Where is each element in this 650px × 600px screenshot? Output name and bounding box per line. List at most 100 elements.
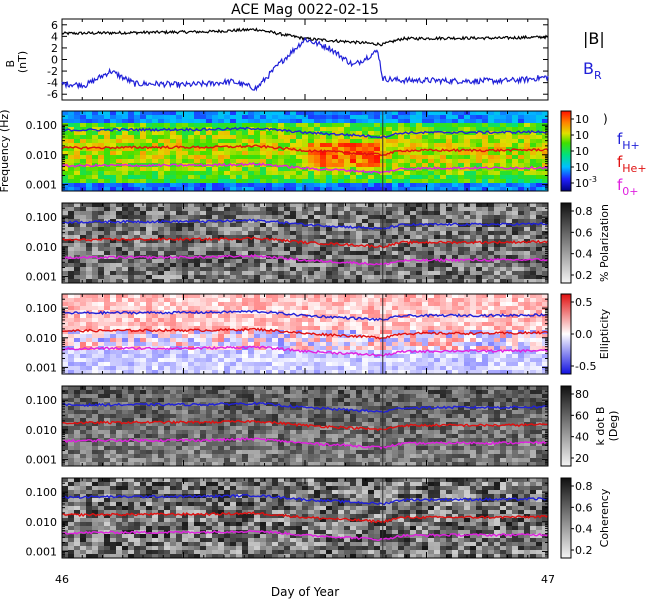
colorbar-paren: ) xyxy=(603,112,608,126)
colorbar-polarization: 0.2 0.4 0.6 0.8 % Polarization xyxy=(560,202,611,284)
panel-ellipticity: 0.001 0.010 0.100 -0.5 0.0 0.5 Ellipticity xyxy=(26,293,611,375)
gyro-line-He-plus xyxy=(61,144,549,157)
panel-k-dot-b: 0.001 0.010 0.100 20 40 60 80 k dot B (Deg) xyxy=(26,385,620,467)
gyro-line-H-plus xyxy=(61,309,549,322)
b-y-tick-label: -4 xyxy=(47,77,58,90)
colorbar-tick-label: 60 xyxy=(575,409,589,422)
b-y-tick: -6 xyxy=(47,88,548,101)
frequency-y-axis: 0.001 0.010 0.100 xyxy=(26,294,549,375)
colorbar-tick-label: 80 xyxy=(575,388,589,401)
colorbar-gradient xyxy=(560,385,572,467)
chart-title: ACE Mag 0022-02-15 xyxy=(231,2,379,18)
colorbar-tick-label: 10 xyxy=(575,129,589,142)
panel-polarization: 0.001 0.010 0.100 0.2 0.4 0.6 0.8 % Polarizatio… xyxy=(26,202,611,284)
colorbar-label: k dot B xyxy=(594,407,607,446)
colorbar-tick-label: 0.2 xyxy=(575,269,593,282)
gyro-line-O-plus xyxy=(61,253,549,266)
colorbar-tick-label: 10 xyxy=(575,113,589,126)
colorbar-tick-label: 10 xyxy=(575,145,589,158)
y-tick-label: 0.100 xyxy=(26,394,58,407)
heatmap-cells xyxy=(62,203,549,284)
b-y-tick: -2 xyxy=(47,65,548,78)
gyro-legend: fH+ fHe+ f0+ xyxy=(617,130,647,198)
b-y-axis-label: B (nT) xyxy=(4,51,29,73)
colorbar-tick-label: 40 xyxy=(575,431,589,444)
colorbar-label: % Polarization xyxy=(598,204,611,282)
colorbar-tick-label: 0.6 xyxy=(575,501,593,514)
colorbar-label-2: (Deg) xyxy=(607,411,620,442)
gyro-line-H-plus xyxy=(61,493,549,506)
gyro-line-O-plus xyxy=(61,437,549,450)
colorbar-gradient xyxy=(560,477,572,559)
frequency-y-axis: 0.001 0.010 0.100 xyxy=(26,478,549,559)
colorbar-gradient xyxy=(560,293,572,375)
colorbar-k-dot-b: 20 40 60 80 k dot B (Deg) xyxy=(560,385,620,467)
gyro-line-He-plus xyxy=(61,236,549,249)
colorbar-gradient xyxy=(560,110,572,192)
colorbar-label: Coherency xyxy=(598,488,611,547)
y-tick-label: 0.001 xyxy=(26,361,58,374)
b-y-tick-label: -6 xyxy=(47,88,58,101)
gyro-line-He-plus xyxy=(61,511,549,524)
colorbar-tick-label: 0.4 xyxy=(575,523,593,536)
colorbar-tick-label: 0.0 xyxy=(575,328,593,341)
y-tick-label: 0.100 xyxy=(26,211,58,224)
gyro-line-He-plus xyxy=(61,419,549,432)
legend-fhe: fHe+ xyxy=(617,153,647,175)
y-tick-label: 0.010 xyxy=(26,241,58,254)
x-tick-label-47: 47 xyxy=(541,573,555,586)
gyro-line-O-plus xyxy=(61,162,549,175)
legend-fo: f0+ xyxy=(617,176,639,198)
y-tick-label: 0.100 xyxy=(26,302,58,315)
gyro-line-H-plus xyxy=(61,126,548,139)
y-tick-label: 0.001 xyxy=(26,178,58,191)
x-axis-label: Day of Year xyxy=(271,585,339,599)
b-y-tick-label: -2 xyxy=(47,65,58,78)
legend-b-magnitude: |B| xyxy=(583,29,605,48)
colorbar-tick-label: 0.5 xyxy=(575,296,593,309)
colorbar-tick-label: 0.8 xyxy=(575,205,593,218)
colorbar-tick-label: 0.8 xyxy=(575,480,593,493)
legend-fh: fH+ xyxy=(617,130,640,152)
colorbar-tick-label: 0.4 xyxy=(575,248,593,261)
panel-coherency: 0.001 0.010 0.100 0.2 0.4 0.6 0.8 Coherency xyxy=(26,477,611,559)
y-tick-label: 0.010 xyxy=(26,332,58,345)
frequency-y-axis: 0.001 0.010 0.100 xyxy=(26,111,549,192)
b-y-tick-label: 0 xyxy=(51,54,58,67)
colorbar-tick-label: -0.5 xyxy=(575,360,596,373)
b-y-tick: 0 xyxy=(51,54,548,67)
b-y-tick-label: 6 xyxy=(51,19,58,32)
gyro-line-O-plus xyxy=(61,529,549,542)
b-y-tick-label: 4 xyxy=(51,30,58,43)
gyro-line-H-plus xyxy=(61,401,549,413)
colorbar-gradient xyxy=(560,202,572,284)
frequency-y-axis-label: Frequency (Hz) xyxy=(0,110,11,193)
colorbar-tick-label: 0.6 xyxy=(575,226,593,239)
b-y-tick: 6 xyxy=(51,19,548,32)
legend-br: BR xyxy=(583,59,602,82)
y-tick-label: 0.010 xyxy=(26,149,58,162)
heatmap-cells xyxy=(62,294,549,375)
gyro-line-O-plus xyxy=(61,345,549,358)
b-y-tick: 2 xyxy=(51,42,548,55)
frequency-y-axis: 0.001 0.010 0.100 xyxy=(26,386,549,467)
gyro-line-H-plus xyxy=(61,218,549,231)
y-tick-label: 0.010 xyxy=(26,424,58,437)
series-line-br xyxy=(61,37,549,92)
colorbar-ellipticity: -0.5 0.0 0.5 Ellipticity xyxy=(560,293,611,375)
y-tick-label: 0.001 xyxy=(26,545,58,558)
colorbar-tick-label: 10 xyxy=(575,161,589,174)
colorbar-coherency: 0.2 0.4 0.6 0.8 Coherency xyxy=(560,477,611,559)
y-tick-label: 0.001 xyxy=(26,270,58,283)
b-y-tick-label: 2 xyxy=(51,42,58,55)
panel-frame xyxy=(61,18,549,101)
colorbar-label: Ellipticity xyxy=(598,308,611,359)
colorbar-tick-label: 20 xyxy=(575,452,589,465)
colorbar-tick-label: 10-3 xyxy=(575,175,597,190)
